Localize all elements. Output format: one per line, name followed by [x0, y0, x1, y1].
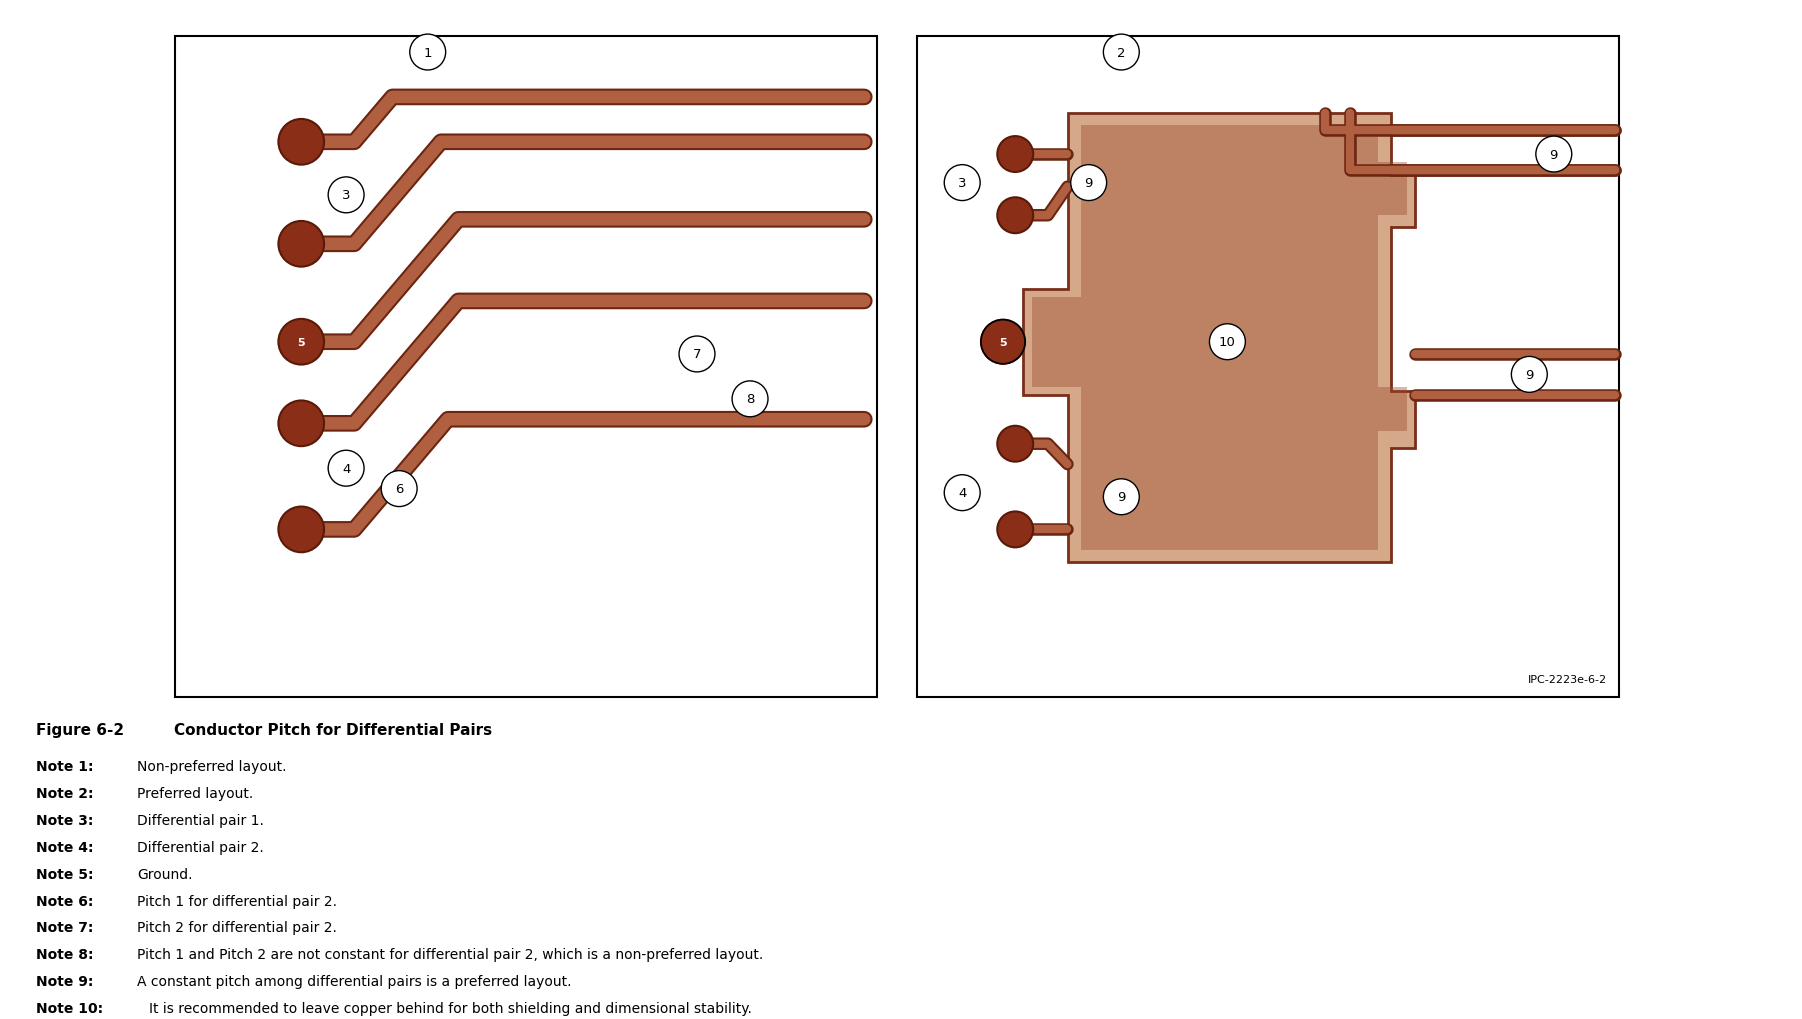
- Circle shape: [1209, 324, 1245, 361]
- Text: 5: 5: [297, 337, 305, 347]
- Text: 9: 9: [1117, 491, 1126, 503]
- Text: Note 10:: Note 10:: [36, 1002, 103, 1015]
- Polygon shape: [1031, 126, 1407, 550]
- Text: 9: 9: [1085, 177, 1092, 190]
- Text: 7: 7: [692, 348, 701, 361]
- Text: 4: 4: [959, 487, 966, 499]
- Text: Note 2:: Note 2:: [36, 786, 94, 800]
- Text: Pitch 1 for differential pair 2.: Pitch 1 for differential pair 2.: [137, 894, 337, 908]
- Text: 2: 2: [1117, 47, 1126, 59]
- Circle shape: [980, 320, 1025, 365]
- Circle shape: [997, 512, 1033, 548]
- Circle shape: [1512, 357, 1548, 393]
- Text: Conductor Pitch for Differential Pairs: Conductor Pitch for Differential Pairs: [175, 722, 492, 738]
- Text: Note 8:: Note 8:: [36, 948, 94, 962]
- Polygon shape: [1024, 114, 1415, 562]
- Text: 4: 4: [342, 463, 350, 475]
- Circle shape: [278, 120, 324, 165]
- Text: 10: 10: [1218, 336, 1236, 348]
- Circle shape: [278, 222, 324, 267]
- Circle shape: [278, 507, 324, 552]
- Text: A constant pitch among differential pairs is a preferred layout.: A constant pitch among differential pair…: [137, 974, 571, 988]
- Text: Note 1:: Note 1:: [36, 759, 94, 773]
- Text: Note 6:: Note 6:: [36, 894, 94, 908]
- Text: 6: 6: [395, 483, 404, 495]
- Circle shape: [328, 177, 364, 214]
- Text: 1: 1: [423, 47, 432, 59]
- Circle shape: [382, 471, 416, 507]
- FancyBboxPatch shape: [175, 37, 876, 697]
- Circle shape: [997, 426, 1033, 463]
- Text: Note 3:: Note 3:: [36, 813, 94, 827]
- Circle shape: [944, 165, 980, 202]
- Text: Note 5:: Note 5:: [36, 867, 94, 880]
- Text: Differential pair 1.: Differential pair 1.: [137, 813, 263, 827]
- Circle shape: [679, 336, 715, 373]
- Circle shape: [732, 381, 768, 418]
- Text: Figure 6-2: Figure 6-2: [36, 722, 141, 738]
- FancyBboxPatch shape: [917, 37, 1618, 697]
- Text: Note 4:: Note 4:: [36, 840, 94, 854]
- Circle shape: [409, 35, 445, 71]
- Text: Preferred layout.: Preferred layout.: [137, 786, 254, 800]
- Circle shape: [278, 320, 324, 365]
- Circle shape: [1103, 35, 1139, 71]
- Text: Pitch 2 for differential pair 2.: Pitch 2 for differential pair 2.: [137, 920, 337, 934]
- Circle shape: [997, 198, 1033, 234]
- Circle shape: [1103, 479, 1139, 516]
- Text: Ground.: Ground.: [137, 867, 193, 880]
- Circle shape: [1535, 137, 1571, 173]
- Text: Non-preferred layout.: Non-preferred layout.: [137, 759, 287, 773]
- Text: 8: 8: [746, 393, 755, 406]
- Text: Pitch 1 and Pitch 2 are not constant for differential pair 2, which is a non-pre: Pitch 1 and Pitch 2 are not constant for…: [137, 948, 764, 962]
- Text: Note 9:: Note 9:: [36, 974, 94, 988]
- Text: 3: 3: [342, 190, 350, 202]
- Text: Differential pair 2.: Differential pair 2.: [137, 840, 263, 854]
- Circle shape: [944, 475, 980, 512]
- Text: Note 7:: Note 7:: [36, 920, 94, 934]
- Circle shape: [997, 137, 1033, 173]
- Text: 9: 9: [1524, 369, 1534, 381]
- Text: 5: 5: [998, 337, 1007, 347]
- Text: 3: 3: [959, 177, 966, 190]
- Circle shape: [1070, 165, 1106, 202]
- Text: IPC-2223e-6-2: IPC-2223e-6-2: [1528, 675, 1607, 685]
- Circle shape: [328, 450, 364, 487]
- Circle shape: [278, 401, 324, 446]
- Circle shape: [980, 320, 1025, 365]
- Text: It is recommended to leave copper behind for both shielding and dimensional stab: It is recommended to leave copper behind…: [150, 1002, 751, 1015]
- Text: 9: 9: [1550, 149, 1559, 161]
